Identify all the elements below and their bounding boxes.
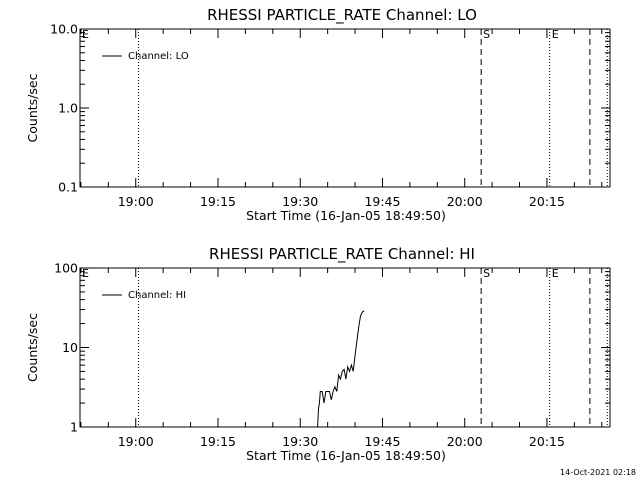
x-tick-label: 19:45 [364, 194, 400, 209]
x-axis-label: Start Time (16-Jan-05 18:49:50) [246, 208, 446, 223]
chart-title: RHESSI PARTICLE_RATE Channel: LO [207, 6, 477, 25]
chart-lo [79, 28, 611, 188]
x-tick-label: 20:00 [447, 434, 483, 449]
x-tick-label: 19:15 [200, 434, 236, 449]
marker-label: E [552, 28, 559, 41]
footer-timestamp: 14-Oct-2021 02:18 [560, 468, 636, 477]
y-axis-label: Counts/sec [25, 313, 40, 382]
x-tick-label: 19:00 [118, 194, 154, 209]
x-tick-label: 19:30 [282, 434, 318, 449]
y-tick-label: 10 [62, 340, 78, 355]
y-tick-label: 1 [70, 420, 78, 435]
marker-label: E [82, 267, 89, 280]
legend-entry: Channel: HI [128, 290, 186, 301]
y-tick-label: 10.0 [50, 22, 78, 37]
marker-label: S [483, 28, 490, 41]
x-tick-label: 20:15 [529, 434, 565, 449]
marker-label: E [82, 28, 89, 41]
marker-label: S [483, 267, 490, 280]
x-tick-label: 20:15 [529, 194, 565, 209]
x-tick-label: 19:30 [282, 194, 318, 209]
x-tick-label: 20:00 [447, 194, 483, 209]
y-axis-label: Counts/sec [25, 73, 40, 142]
legend-entry: Channel: LO [128, 51, 189, 62]
marker-label: E [552, 267, 559, 280]
x-tick-label: 19:45 [364, 434, 400, 449]
chart-title: RHESSI PARTICLE_RATE Channel: HI [209, 245, 475, 264]
y-tick-label: 1.0 [58, 101, 78, 116]
x-axis-label: Start Time (16-Jan-05 18:49:50) [246, 448, 446, 463]
x-tick-label: 19:15 [200, 194, 236, 209]
x-tick-label: 19:00 [118, 434, 154, 449]
y-tick-label: 100 [54, 261, 78, 276]
y-tick-label: 0.1 [58, 180, 78, 195]
series-line-hi [317, 310, 365, 428]
chart-hi [79, 267, 611, 428]
